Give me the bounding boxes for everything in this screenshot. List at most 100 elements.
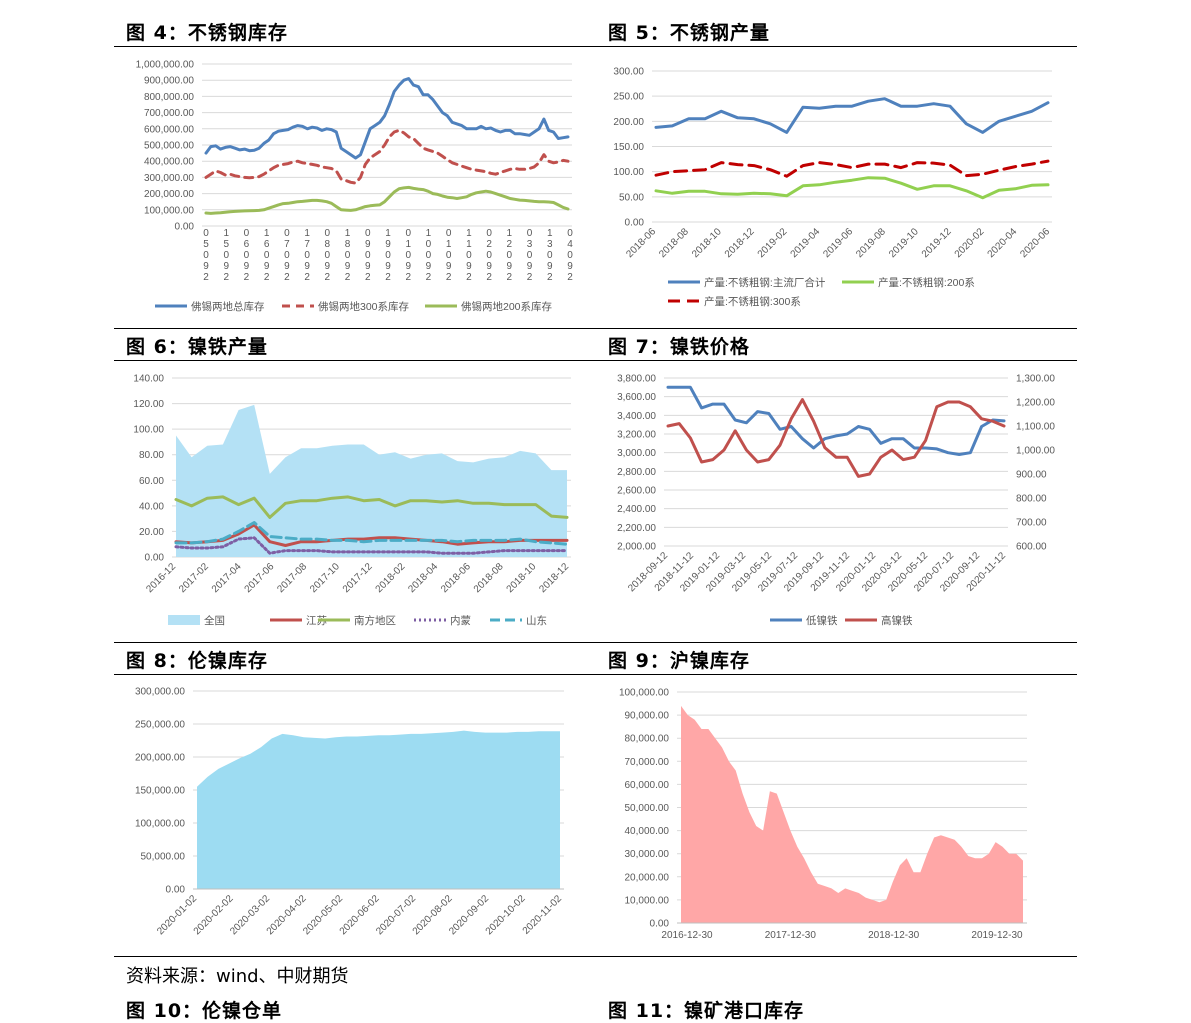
x-tick-label: 1 (223, 228, 229, 239)
chart-fig7: 2,000.00 2,200.00 2,400.00 2,600.00 2,800.00… (617, 374, 1055, 628)
x-tick-label: 0 (405, 250, 411, 261)
x-tick-label: 2019-06 (821, 226, 855, 260)
x-tick-label: 2018-10 (505, 561, 539, 595)
x-tick-label: 2 (426, 272, 432, 283)
x-tick-label: 9 (264, 261, 270, 272)
y-tick-label: 0.00 (175, 222, 195, 233)
legend-label: 全国 (204, 614, 225, 627)
x-tick-label: 9 (284, 261, 290, 272)
y-tick-label: 500,000.00 (144, 141, 194, 152)
x-tick-label: 2020-06 (1018, 226, 1052, 260)
chart-fig9: 0.00 10,000.00 20,000.00 30,000.00 40,000.00… (619, 688, 1027, 941)
x-tick-label: 2018-02 (374, 561, 408, 595)
legend-swatch (168, 615, 200, 625)
y-tick-label: 60,000.00 (625, 780, 670, 791)
x-tick-label: 1 (304, 228, 310, 239)
x-tick-label: 5 (223, 239, 229, 250)
x-tick-label: 1 (466, 228, 472, 239)
y-tick-label: 3,800.00 (617, 374, 656, 385)
x-tick-label: 0 (426, 250, 432, 261)
chart-fig6: 0.00 20.00 40.00 60.00 80.00 100.00 120.00 140.… (133, 374, 571, 628)
x-tick-label: 2018-10 (690, 226, 724, 260)
x-tick-label: 9 (507, 261, 513, 272)
y-tick-label: 2,000.00 (617, 542, 656, 553)
x-tick-label: 2017-02 (177, 561, 211, 595)
x-tick-label: 2018-06 (439, 561, 473, 595)
chart-fig8: 0.00 50,000.00 100,000.00 150,000.00 200,000… (135, 687, 564, 938)
x-tick-label: 0 (365, 228, 371, 239)
y-tick-label: 100.00 (133, 425, 164, 436)
x-tick-label: 9 (223, 261, 229, 272)
x-tick-label: 0 (486, 228, 492, 239)
y-tick-label: 50.00 (619, 192, 644, 203)
figure-title-9: 图 9：沪镍库存 (608, 650, 750, 672)
y-tick-label: 40,000.00 (625, 826, 670, 837)
x-tick-label: 0 (507, 250, 513, 261)
x-tick-label: 9 (405, 261, 411, 272)
x-tick-label: 2 (466, 272, 472, 283)
series-line (174, 521, 569, 546)
rule (114, 46, 1077, 47)
x-tick-label: 1 (507, 228, 513, 239)
series-area (681, 705, 1023, 923)
chart-fig5: 0.00 50.00 100.00 150.00 200.00 250.00 300.00 2… (613, 67, 1052, 309)
legend-label: 南方地区 (354, 614, 396, 627)
x-tick-label: 2018-06 (624, 226, 658, 260)
y-tick-label: 1,000,000.00 (136, 60, 195, 71)
x-tick-label: 9 (325, 261, 331, 272)
x-tick-label: 2 (385, 272, 391, 283)
x-tick-label: 3 (527, 239, 533, 250)
series-line (204, 185, 570, 215)
x-tick-label: 2020-04 (986, 226, 1020, 260)
y-tick-label: 250.00 (613, 92, 644, 103)
y-tick-label: 200,000.00 (135, 753, 185, 764)
x-tick-label: 2 (244, 272, 250, 283)
series-line (666, 385, 1006, 456)
x-tick-label: 8 (325, 239, 331, 250)
x-tick-label: 1 (466, 239, 472, 250)
y-tick-label: 150,000.00 (135, 786, 185, 797)
x-tick-label: 0 (345, 250, 351, 261)
y-tick-label: 50,000.00 (625, 803, 670, 814)
legend-label: 产量:不锈粗钢:300系 (704, 295, 801, 308)
legend-label: 产量:不锈粗钢:200系 (878, 276, 975, 289)
y-tick-label: 300,000.00 (135, 687, 185, 698)
y-tick-label: 100,000.00 (619, 688, 669, 699)
y-tick-label: 80.00 (139, 450, 164, 461)
x-tick-label: 0 (325, 250, 331, 261)
y-tick-label: 100.00 (613, 167, 644, 178)
x-tick-label: 0 (405, 228, 411, 239)
x-tick-label: 2018-12 (537, 561, 571, 595)
x-tick-label: 2 (486, 239, 492, 250)
x-tick-label: 2 (486, 272, 492, 283)
y-tick-label: 40.00 (139, 501, 164, 512)
y2-tick-label: 1,200.00 (1016, 398, 1055, 409)
y2-tick-label: 1,300.00 (1016, 374, 1055, 385)
x-tick-label: 7 (304, 239, 310, 250)
x-tick-label: 2018-04 (406, 561, 440, 595)
legend-label: 山东 (526, 614, 547, 627)
x-tick-label: 2 (264, 272, 270, 283)
y-tick-label: 400,000.00 (144, 157, 194, 168)
x-tick-label: 1 (446, 239, 452, 250)
x-tick-label: 0 (426, 239, 432, 250)
x-tick-label: 0 (446, 228, 452, 239)
rule (114, 328, 1077, 329)
y-tick-label: 2,200.00 (617, 523, 656, 534)
x-tick-label: 3 (547, 239, 553, 250)
y-tick-label: 100,000.00 (135, 819, 185, 830)
legend-label: 内蒙 (450, 614, 471, 627)
y-tick-label: 2,800.00 (617, 467, 656, 478)
series-line (174, 495, 569, 519)
x-tick-label: 0 (385, 250, 391, 261)
x-tick-label: 1 (426, 228, 432, 239)
x-tick-label: 0 (264, 250, 270, 261)
x-tick-label: 0 (325, 228, 331, 239)
y2-tick-label: 1,100.00 (1016, 422, 1055, 433)
y-tick-label: 20,000.00 (625, 872, 670, 883)
series-line (204, 77, 570, 160)
x-tick-label: 2017-04 (210, 561, 244, 595)
y-tick-label: 0.00 (625, 218, 645, 229)
x-tick-label: 2 (345, 272, 351, 283)
